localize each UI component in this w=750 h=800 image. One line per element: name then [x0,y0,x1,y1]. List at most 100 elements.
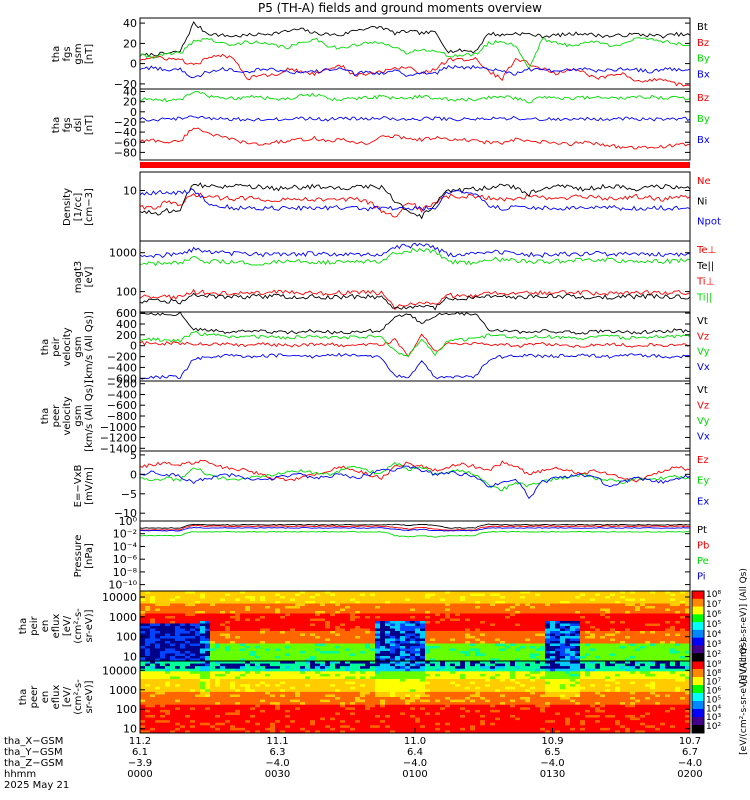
heatmap-cell [145,608,151,612]
heatmap-cell [480,643,486,647]
heatmap-cell [375,702,381,706]
heatmap-cell [470,653,476,657]
heatmap-cell [430,691,436,695]
heatmap-cell [325,613,331,617]
heatmap-cell [355,638,361,642]
heatmap-cell [375,661,381,664]
heatmap-cell [675,646,681,649]
heatmap-cell [560,606,566,609]
heatmap-cell [640,646,646,649]
heatmap-cell [220,679,226,682]
heatmap-cell [290,656,296,659]
colorbar-segment [692,606,704,615]
heatmap-cell [320,648,326,652]
heatmap-cell [315,694,321,698]
heatmap-cell [660,646,666,649]
heatmap-cell [370,593,376,597]
heatmap-cell [150,608,156,612]
heatmap-cell [425,631,431,634]
heatmap-cell [435,601,441,604]
heatmap-cell [420,673,426,677]
heatmap-cell [570,651,576,654]
heatmap-cell [290,676,296,680]
heatmap-cell [325,668,331,672]
heatmap-cell [390,661,396,664]
heatmap-cell [235,679,241,682]
heatmap-cell [310,709,316,713]
heatmap-cell [590,616,596,619]
heatmap-cell [600,606,606,609]
heatmap-cell [390,712,396,716]
y-tick-label: −400 [107,389,137,402]
heatmap-cell [245,633,251,637]
heatmap-cell [265,616,271,619]
heatmap-cell [510,621,516,624]
heatmap-cell [280,626,286,629]
y-tick-label: 10⁻² [113,528,137,541]
heatmap-cell [595,596,601,599]
heatmap-cell [245,691,251,695]
heatmap-cell [225,606,231,609]
heatmap-cell [290,666,296,670]
heatmap-cell [415,661,421,664]
heatmap-cell [305,613,311,617]
heatmap-cell [270,666,276,670]
heatmap-cell [310,707,316,711]
heatmap-cell [650,611,656,614]
heatmap-cell [290,658,296,662]
heatmap-cell [260,712,266,716]
heatmap-cell [320,616,326,619]
heatmap-cell [310,591,316,594]
heatmap-cell [620,591,626,594]
heatmap-cell [295,679,301,682]
heatmap-cell [550,608,556,612]
heatmap-cell [210,730,216,734]
heatmap-cell [310,725,316,729]
heatmap-cell [320,656,326,659]
heatmap-cell [290,712,296,716]
heatmap-cell [325,697,331,700]
heatmap-cell [195,616,201,619]
heatmap-cell [580,591,586,594]
heatmap-cell [495,656,501,659]
heatmap-cell [465,621,471,624]
heatmap-cell [315,717,321,721]
heatmap-cell [230,596,236,599]
heatmap-cell [540,598,546,602]
heatmap-cell [235,673,241,677]
heatmap-cell [275,717,281,721]
heatmap-cell [250,656,256,659]
heatmap-cell [235,616,241,619]
heatmap-cell [470,623,476,627]
heatmap-cell [625,596,631,599]
heatmap-cell [155,676,161,680]
heatmap-cell [210,707,216,711]
heatmap-cell [255,596,261,599]
heatmap-cell [235,608,241,612]
heatmap-cell [195,691,201,695]
heatmap-cell [300,689,306,693]
heatmap-cell [215,606,221,609]
heatmap-cell [385,694,391,698]
heatmap-cell [355,702,361,706]
heatmap-cell [200,608,206,612]
heatmap-cell [170,601,176,604]
heatmap-cell [420,638,426,642]
heatmap-cell [280,699,286,703]
heatmap-cell [675,648,681,652]
heatmap-cell [290,598,296,602]
heatmap-cell [150,626,156,629]
heatmap-cell [260,691,266,695]
heatmap-cell [535,616,541,619]
legend-entry: Vy [697,416,710,427]
heatmap-cell [550,628,556,632]
heatmap-cell [140,598,146,602]
heatmap-cell [490,651,496,654]
heatmap-cell [455,591,461,594]
heatmap-cell [580,598,586,602]
heatmap-cell [305,725,311,729]
heatmap-cell [235,653,241,657]
heatmap-cell [340,712,346,716]
heatmap-cell [375,715,381,718]
heatmap-cell [310,638,316,642]
